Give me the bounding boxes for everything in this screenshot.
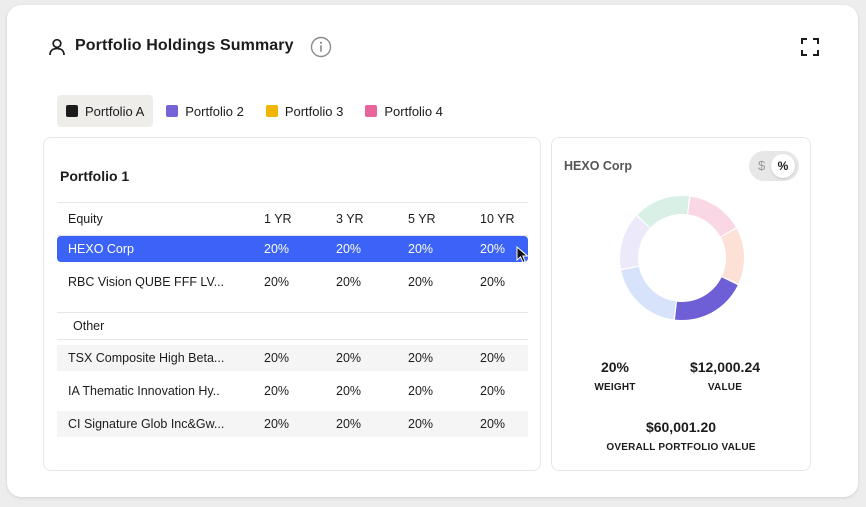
weight-value: 20% [600,359,630,375]
column-header: 1 YR [264,212,292,226]
value-amount: $12,000.24 [689,359,761,375]
holding-name: RBC Vision QUBE FFF LV... [68,275,225,289]
return-1yr: 20% [264,275,290,289]
info-icon[interactable] [310,36,332,58]
table-row[interactable]: HEXO Corp 20% 20% 20% 20% [57,236,528,262]
return-10yr: 20% [480,275,506,289]
tab-portfolio-3[interactable]: Portfolio 3 [257,95,353,127]
overall-portfolio-value: $60,001.20 [645,419,717,435]
column-header: 5 YR [408,212,436,226]
donut-segment [620,216,650,269]
donut-segment [688,196,736,237]
column-header: 3 YR [336,212,364,226]
detail-title: HEXO Corp [564,159,633,173]
tab-portfolio-2[interactable]: Portfolio 2 [157,95,253,127]
holding-name: CI Signature Glob Inc&Gw... [68,417,225,431]
return-3yr: 20% [336,384,362,398]
portfolio-tabs: Portfolio A Portfolio 2 Portfolio 3 Port… [57,95,452,127]
allocation-donut-chart [620,196,744,320]
holdings-table-panel: Portfolio 1 Equity 1 YR 3 YR 5 YR 10 YR … [43,137,541,471]
table-row[interactable]: CI Signature Glob Inc&Gw... 20% 20% 20% … [57,411,528,437]
table-row[interactable]: IA Thematic Innovation Hy.. 20% 20% 20% … [57,378,528,404]
donut-segment [637,196,690,228]
table-header-row: Equity 1 YR 3 YR 5 YR 10 YR [57,202,528,236]
return-5yr: 20% [408,275,434,289]
holding-name: HEXO Corp [68,242,134,256]
tab-label: Portfolio 4 [384,103,443,119]
swatch-icon [265,105,278,117]
swatch-icon [365,105,378,117]
return-5yr: 20% [408,384,434,398]
return-1yr: 20% [264,351,290,365]
return-10yr: 20% [480,384,506,398]
tab-portfolio-4[interactable]: Portfolio 4 [356,95,452,127]
table-row[interactable]: TSX Composite High Beta... 20% 20% 20% 2… [57,345,528,371]
toggle-percent-option[interactable]: % [771,154,795,178]
section-header-other: Other [57,312,528,340]
holding-detail-panel: HEXO Corp $ % 20% WEIGHT $12,000.24 VALU… [551,137,811,471]
tab-label: Portfolio A [85,103,145,119]
donut-segment [720,228,744,284]
portfolio-title: Portfolio 1 [60,168,130,184]
return-5yr: 20% [408,242,434,256]
return-5yr: 20% [408,351,434,365]
column-header: 10 YR [480,212,515,226]
holding-name: TSX Composite High Beta... [68,351,225,365]
swatch-icon [66,105,78,117]
return-1yr: 20% [264,384,290,398]
value-label: VALUE [707,382,743,393]
donut-segment [674,277,738,320]
column-header: Equity [68,212,103,226]
tab-label: Portfolio 2 [185,103,244,119]
toggle-dollar-option[interactable]: $ [758,158,766,173]
page-title: Portfolio Holdings Summary [75,37,294,54]
currency-percent-toggle[interactable]: $ % [749,151,799,181]
tab-portfolio-a[interactable]: Portfolio A [57,95,154,127]
return-3yr: 20% [336,417,362,431]
table-row[interactable]: RBC Vision QUBE FFF LV... 20% 20% 20% 20… [57,269,528,295]
return-10yr: 20% [480,417,506,431]
mouse-cursor-icon [516,246,529,264]
weight-label: WEIGHT [594,382,636,393]
return-5yr: 20% [408,417,434,431]
donut-segment [621,266,676,320]
holding-name: IA Thematic Innovation Hy.. [68,384,220,398]
return-10yr: 20% [480,351,506,365]
holdings-summary-card: Portfolio Holdings Summary Portfolio A P… [7,5,858,497]
tab-label: Portfolio 3 [284,103,344,119]
user-icon [49,38,65,56]
overall-portfolio-label: OVERALL PORTFOLIO VALUE [606,442,756,453]
swatch-icon [166,105,179,117]
return-3yr: 20% [336,242,362,256]
expand-icon[interactable] [799,36,821,58]
return-1yr: 20% [264,242,290,256]
return-3yr: 20% [336,351,362,365]
return-10yr: 20% [480,242,506,256]
return-1yr: 20% [264,417,290,431]
section-label: Other [73,319,105,333]
return-3yr: 20% [336,275,362,289]
